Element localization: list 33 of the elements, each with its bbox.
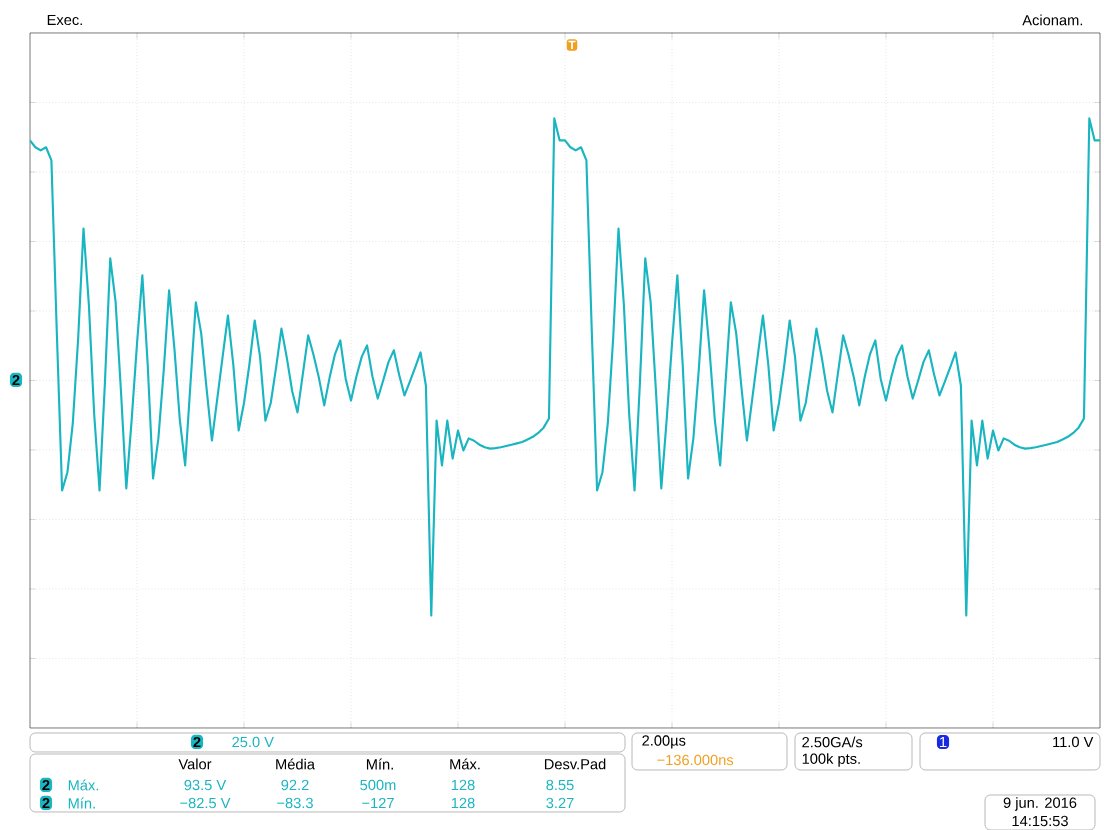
text: 1 (940, 736, 947, 748)
text: 128 (451, 779, 475, 791)
text: Exec. (47, 14, 82, 26)
text: 92.2 (281, 779, 309, 791)
text: 3.27 (546, 797, 574, 809)
text: Média (276, 758, 315, 770)
text: 2 (193, 736, 201, 748)
text: 2 (12, 374, 20, 386)
text: −136.000ns (657, 754, 734, 766)
text: Valor (178, 758, 212, 770)
text: 11.0 V (1053, 736, 1094, 748)
text: 128 (451, 797, 475, 809)
text: 2 (42, 779, 50, 791)
text: Mín. (68, 797, 95, 809)
text: 8.55 (546, 779, 574, 791)
text: Desv.Pad (544, 758, 606, 770)
text: −82.5 V (180, 797, 231, 809)
text: 14:15:53 (1012, 815, 1068, 827)
text: Acionam. (1022, 14, 1083, 26)
text: 9 jun. 2016 (1003, 797, 1077, 811)
text: Máx. (68, 779, 99, 791)
text: 2.00µs (642, 735, 686, 749)
text: 100k pts. (802, 753, 860, 767)
text: 25.0 V (232, 736, 274, 748)
text: Máx. (450, 758, 480, 770)
text: −127 (362, 797, 394, 809)
text: −83.3 (277, 797, 313, 809)
text: 2 (42, 797, 50, 809)
text: 500m (360, 779, 396, 791)
text: 93.5 V (184, 779, 227, 791)
text: T (568, 40, 576, 50)
text: Mín. (366, 758, 393, 770)
text: 2.50GA/s (802, 736, 863, 748)
